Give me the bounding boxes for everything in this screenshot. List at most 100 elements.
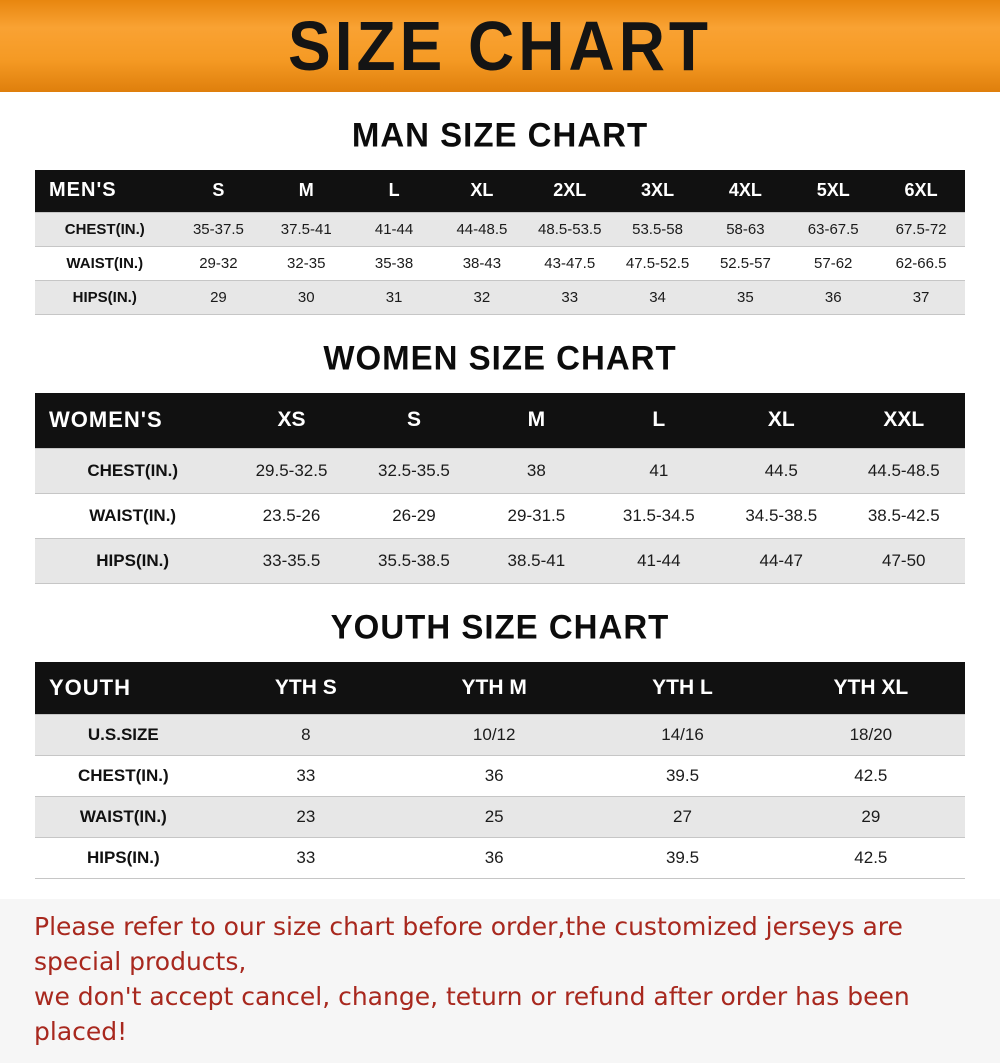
row-label-cell: U.S.SIZE (35, 713, 212, 756)
size-header-cell: YTH M (400, 662, 589, 714)
value-cell: 33 (211, 837, 401, 879)
value-cell: 35-37.5 (174, 211, 263, 247)
size-chart-banner: SIZE CHART (0, 0, 1000, 92)
row-label-cell: HIPS(IN.) (35, 538, 231, 584)
youth-size-chart-heading: YOUTH SIZE CHART (330, 607, 670, 646)
value-cell: 35-38 (350, 246, 438, 281)
value-cell: 36 (789, 280, 878, 315)
value-cell: 31.5-34.5 (597, 493, 721, 539)
women-size-chart-heading: WOMEN SIZE CHART (323, 337, 677, 377)
value-cell: 23 (211, 796, 401, 838)
size-header-cell: 3XL (613, 170, 702, 212)
size-header-cell: L (350, 170, 438, 212)
row-label-cell: WAIST(IN.) (35, 796, 212, 838)
table-row: WAIST(IN.) 23 25 27 29 (35, 796, 965, 838)
value-cell: 37.5-41 (262, 211, 351, 247)
table-row: CHEST(IN.) 33 36 39.5 42.5 (35, 755, 965, 797)
value-cell: 33 (525, 280, 614, 315)
table-title-cell: MEN'S (35, 170, 175, 212)
value-cell: 29 (776, 796, 965, 838)
row-label-cell: HIPS(IN.) (35, 837, 212, 879)
youth-size-table: YOUTH YTH S YTH M YTH L YTH XL U.S.SIZE 8 10/12… (35, 662, 965, 879)
value-cell: 14/16 (588, 713, 777, 756)
value-cell: 38.5-41 (475, 538, 598, 584)
value-cell: 29-32 (174, 246, 263, 281)
value-cell: 32 (437, 280, 526, 315)
size-header-cell: YTH L (588, 662, 777, 714)
value-cell: 26-29 (352, 493, 476, 539)
table-row: WAIST(IN.) 23.5-26 26-29 29-31.5 31.5-34.5 34… (35, 493, 965, 539)
value-cell: 23.5-26 (230, 493, 353, 539)
value-cell: 39.5 (588, 755, 777, 797)
value-cell: 34 (613, 280, 702, 315)
value-cell: 47-50 (842, 538, 965, 584)
header-row: YOUTH YTH S YTH M YTH L YTH XL (35, 662, 965, 714)
value-cell: 8 (211, 713, 401, 756)
value-cell: 38.5-42.5 (842, 493, 965, 539)
value-cell: 67.5-72 (877, 211, 965, 247)
value-cell: 32-35 (262, 246, 351, 281)
size-header-cell: XL (437, 170, 526, 212)
value-cell: 29.5-32.5 (230, 448, 353, 494)
value-cell: 44.5 (720, 448, 843, 494)
value-cell: 39.5 (588, 837, 777, 879)
value-cell: 42.5 (776, 755, 965, 797)
value-cell: 43-47.5 (525, 246, 614, 281)
value-cell: 18/20 (776, 713, 965, 756)
disclaimer-line-2: we don't accept cancel, change, teturn o… (34, 981, 910, 1046)
size-header-cell: XXL (842, 392, 965, 449)
value-cell: 33-35.5 (230, 538, 353, 584)
value-cell: 44-47 (720, 538, 843, 584)
value-cell: 35.5-38.5 (352, 538, 476, 584)
size-header-cell: YTH S (211, 662, 401, 714)
value-cell: 62-66.5 (877, 246, 965, 281)
disclaimer-line-1: Please refer to our size chart before or… (34, 911, 903, 976)
header-row: MEN'S S M L XL 2XL 3XL 4XL 5XL 6XL (35, 170, 965, 212)
value-cell: 34.5-38.5 (720, 493, 843, 539)
value-cell: 27 (588, 796, 777, 838)
size-header-cell: S (174, 170, 263, 212)
size-header-cell: XS (230, 392, 353, 449)
value-cell: 35 (701, 280, 790, 315)
table-title-cell: WOMEN'S (35, 392, 231, 449)
value-cell: 53.5-58 (613, 211, 702, 247)
value-cell: 41-44 (597, 538, 721, 584)
size-header-cell: XL (720, 392, 843, 449)
header-row: WOMEN'S XS S M L XL XXL (35, 392, 965, 449)
size-header-cell: 6XL (877, 170, 965, 212)
value-cell: 48.5-53.5 (525, 211, 614, 247)
value-cell: 63-67.5 (789, 211, 878, 247)
row-label-cell: CHEST(IN.) (35, 448, 231, 494)
women-size-table: WOMEN'S XS S M L XL XXL CHEST(IN.) 29.5-32.5 32.5… (35, 392, 965, 584)
value-cell: 36 (400, 837, 589, 879)
size-header-cell: S (352, 392, 476, 449)
size-header-cell: 2XL (525, 170, 614, 212)
value-cell: 44.5-48.5 (842, 448, 965, 494)
value-cell: 38-43 (437, 246, 526, 281)
value-cell: 32.5-35.5 (352, 448, 476, 494)
size-header-cell: 4XL (701, 170, 790, 212)
man-size-chart-heading: MAN SIZE CHART (351, 115, 649, 154)
row-label-cell: CHEST(IN.) (35, 755, 212, 797)
table-row: CHEST(IN.) 29.5-32.5 32.5-35.5 38 41 44.5 44.5… (35, 448, 965, 494)
value-cell: 42.5 (776, 837, 965, 879)
table-row: WAIST(IN.) 29-32 32-35 35-38 38-43 43-47.5 47.… (35, 246, 965, 281)
table-row: HIPS(IN.) 29 30 31 32 33 34 35 36 37 (35, 280, 965, 315)
row-label-cell: WAIST(IN.) (35, 246, 175, 281)
row-label-cell: HIPS(IN.) (35, 280, 175, 315)
value-cell: 38 (475, 448, 598, 494)
size-header-cell: M (475, 392, 598, 449)
banner-title: SIZE CHART (288, 7, 712, 85)
table-row: CHEST(IN.) 35-37.5 37.5-41 41-44 44-48.5 48.5… (35, 211, 965, 247)
value-cell: 47.5-52.5 (613, 246, 702, 281)
value-cell: 37 (877, 280, 965, 315)
value-cell: 58-63 (701, 211, 790, 247)
value-cell: 10/12 (400, 713, 589, 756)
size-header-cell: L (597, 392, 721, 449)
value-cell: 41-44 (350, 211, 438, 247)
men-size-table: MEN'S S M L XL 2XL 3XL 4XL 5XL 6XL CHEST(IN.) 35-37… (35, 170, 965, 315)
table-row: HIPS(IN.) 33 36 39.5 42.5 (35, 837, 965, 879)
row-label-cell: WAIST(IN.) (35, 493, 231, 539)
table-title-cell: YOUTH (35, 662, 212, 714)
size-header-cell: YTH XL (776, 662, 965, 714)
